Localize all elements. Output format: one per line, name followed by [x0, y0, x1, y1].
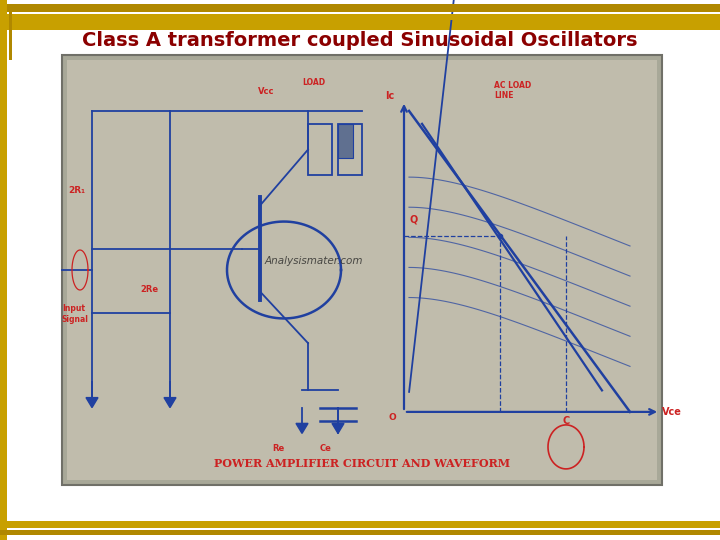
- Bar: [7, 20, 720, 30]
- Bar: [0, 14, 720, 20]
- Text: Vce: Vce: [662, 407, 682, 417]
- Text: 2R₁: 2R₁: [68, 186, 85, 194]
- Polygon shape: [86, 397, 98, 408]
- Bar: [0, 530, 720, 535]
- Text: Ce: Ce: [320, 443, 332, 453]
- Polygon shape: [164, 397, 176, 408]
- Polygon shape: [296, 423, 308, 434]
- Bar: [0, 0, 7, 540]
- Bar: [62, 55, 662, 485]
- Text: 2Re: 2Re: [140, 285, 158, 294]
- Text: Q: Q: [410, 215, 418, 225]
- Text: AC LOAD
LINE: AC LOAD LINE: [494, 80, 531, 100]
- Bar: [67, 60, 657, 480]
- Polygon shape: [332, 423, 344, 434]
- Bar: [338, 124, 353, 158]
- Bar: [338, 124, 362, 176]
- Bar: [308, 124, 332, 176]
- Bar: [0, 521, 720, 528]
- Bar: [9, 12, 12, 60]
- Text: Analysismater.com: Analysismater.com: [265, 256, 364, 266]
- Text: LOAD: LOAD: [302, 78, 325, 87]
- Text: Re: Re: [272, 443, 284, 453]
- Text: Vcc: Vcc: [258, 87, 274, 96]
- Text: Ic: Ic: [384, 91, 394, 101]
- Text: O: O: [388, 413, 396, 422]
- Bar: [0, 4, 720, 12]
- Text: POWER AMPLIFIER CIRCUIT AND WAVEFORM: POWER AMPLIFIER CIRCUIT AND WAVEFORM: [214, 458, 510, 469]
- Text: Class A transformer coupled Sinusoidal Oscillators: Class A transformer coupled Sinusoidal O…: [82, 30, 638, 50]
- Text: C: C: [562, 416, 570, 426]
- Text: Input
Signal: Input Signal: [62, 304, 89, 323]
